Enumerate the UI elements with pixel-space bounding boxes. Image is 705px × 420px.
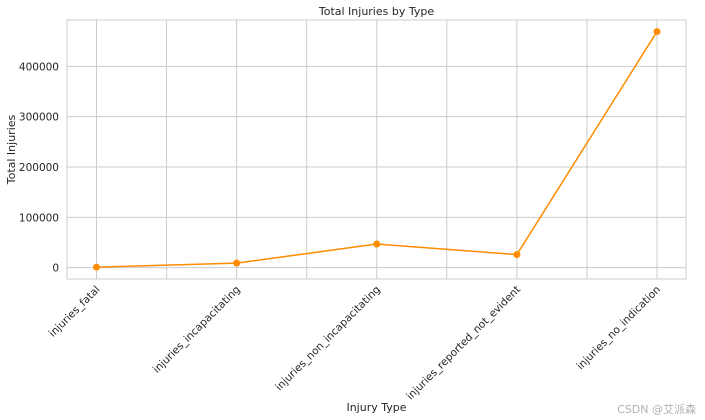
y-tick-label: 200000 — [19, 162, 59, 174]
x-axis-label: Injury Type — [346, 401, 406, 414]
plot-frame — [66, 19, 687, 280]
y-tick-label: 300000 — [19, 112, 59, 124]
data-point-marker — [233, 259, 241, 267]
x-tick-label: injuries_incapacitating — [151, 284, 243, 376]
data-point-marker — [373, 240, 381, 248]
grid — [67, 20, 686, 279]
x-tick-label: injuries_fatal — [47, 284, 103, 340]
data-point-marker — [513, 251, 521, 259]
y-tick-label: 400000 — [19, 61, 59, 73]
series-markers — [93, 28, 661, 271]
y-axis-label: Total Injuries — [5, 114, 18, 185]
y-tick-label: 100000 — [19, 212, 59, 224]
x-tick-label: injuries_non_incapacitating — [273, 284, 383, 394]
chart-title: Total Injuries by Type — [318, 5, 434, 18]
x-tick-label: injuries_no_indication — [574, 284, 663, 373]
y-tick-label: 0 — [52, 263, 59, 275]
x-axis-ticks: injuries_fatal injuries_incapacitating inj… — [47, 284, 663, 403]
data-point-marker — [93, 263, 100, 271]
x-tick-label: injuries_reported_not_evident — [404, 284, 523, 403]
data-point-marker — [653, 28, 661, 36]
watermark: CSDN @艾派森 — [617, 402, 696, 416]
y-axis-ticks: 0 100000 200000 300000 400000 — [19, 61, 59, 274]
